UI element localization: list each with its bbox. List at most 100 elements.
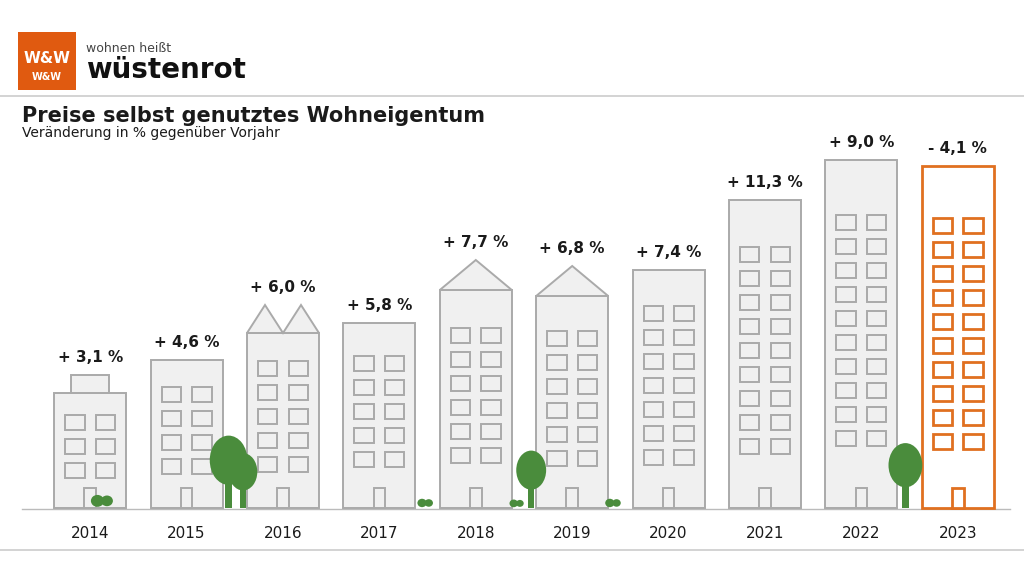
Bar: [770, 247, 790, 262]
Bar: [18, 32, 76, 90]
Bar: [151, 360, 222, 508]
Bar: [964, 434, 983, 449]
Bar: [740, 247, 760, 262]
Bar: [644, 377, 664, 392]
Bar: [770, 294, 790, 309]
Bar: [867, 335, 887, 350]
Bar: [933, 385, 952, 400]
Bar: [481, 351, 501, 366]
Polygon shape: [247, 305, 319, 333]
Bar: [258, 409, 278, 424]
Text: 2017: 2017: [360, 526, 398, 541]
Bar: [644, 426, 664, 441]
Bar: [644, 401, 664, 416]
Bar: [193, 434, 212, 449]
Bar: [193, 458, 212, 473]
Bar: [547, 331, 566, 346]
Bar: [856, 488, 867, 508]
Bar: [740, 391, 760, 406]
Bar: [451, 400, 470, 415]
Bar: [566, 488, 578, 508]
Bar: [933, 313, 952, 328]
Bar: [481, 376, 501, 391]
Bar: [181, 488, 193, 508]
Bar: [644, 329, 664, 344]
Bar: [95, 439, 115, 454]
Bar: [385, 452, 404, 467]
Bar: [674, 377, 693, 392]
Bar: [289, 409, 308, 424]
Bar: [439, 290, 512, 508]
Bar: [258, 361, 278, 376]
Bar: [933, 241, 952, 256]
Bar: [66, 439, 85, 454]
Text: + 3,1 %: + 3,1 %: [57, 350, 123, 365]
Bar: [385, 404, 404, 419]
Bar: [633, 270, 705, 508]
Text: + 5,8 %: + 5,8 %: [347, 298, 412, 313]
Text: 2018: 2018: [457, 526, 495, 541]
Bar: [644, 305, 664, 320]
Bar: [867, 238, 887, 253]
Bar: [578, 354, 597, 369]
Bar: [470, 488, 481, 508]
Bar: [537, 296, 608, 508]
Bar: [578, 378, 597, 393]
Ellipse shape: [516, 500, 523, 507]
Ellipse shape: [889, 443, 923, 487]
Bar: [740, 294, 760, 309]
Bar: [837, 286, 856, 301]
Bar: [528, 485, 535, 508]
Bar: [258, 385, 278, 400]
Text: + 6,0 %: + 6,0 %: [250, 280, 315, 295]
Bar: [825, 160, 897, 508]
Bar: [867, 263, 887, 278]
Ellipse shape: [91, 495, 104, 507]
Bar: [354, 356, 374, 371]
Ellipse shape: [418, 499, 427, 507]
Bar: [964, 338, 983, 353]
Bar: [933, 410, 952, 425]
Bar: [354, 404, 374, 419]
Bar: [66, 463, 85, 478]
Text: 2021: 2021: [745, 526, 784, 541]
Text: 2023: 2023: [938, 526, 977, 541]
Bar: [547, 426, 566, 441]
Bar: [964, 266, 983, 281]
Bar: [837, 430, 856, 445]
Bar: [740, 438, 760, 453]
Bar: [278, 488, 289, 508]
Bar: [674, 426, 693, 441]
Text: + 9,0 %: + 9,0 %: [828, 135, 894, 150]
Ellipse shape: [228, 453, 257, 491]
Bar: [578, 450, 597, 465]
Bar: [674, 329, 693, 344]
Polygon shape: [439, 260, 512, 290]
Text: wohnen heißt: wohnen heißt: [86, 41, 171, 55]
Bar: [354, 380, 374, 395]
Text: + 4,6 %: + 4,6 %: [154, 335, 219, 350]
Bar: [385, 356, 404, 371]
Bar: [354, 428, 374, 443]
Polygon shape: [537, 266, 608, 296]
Text: Veränderung in % gegenüber Vorjahr: Veränderung in % gegenüber Vorjahr: [22, 126, 280, 140]
Text: + 11,3 %: + 11,3 %: [727, 175, 803, 190]
Bar: [837, 238, 856, 253]
Bar: [729, 200, 801, 508]
Bar: [547, 354, 566, 369]
Bar: [162, 411, 181, 426]
Bar: [72, 375, 109, 393]
Bar: [481, 400, 501, 415]
Bar: [770, 391, 790, 406]
Bar: [740, 343, 760, 358]
Bar: [66, 415, 85, 430]
Bar: [770, 438, 790, 453]
Bar: [964, 218, 983, 233]
Bar: [933, 362, 952, 377]
Text: + 7,4 %: + 7,4 %: [636, 245, 701, 260]
Text: wüstenrot: wüstenrot: [86, 56, 246, 84]
Bar: [385, 428, 404, 443]
Bar: [663, 488, 675, 508]
Ellipse shape: [516, 450, 546, 490]
Bar: [867, 310, 887, 325]
